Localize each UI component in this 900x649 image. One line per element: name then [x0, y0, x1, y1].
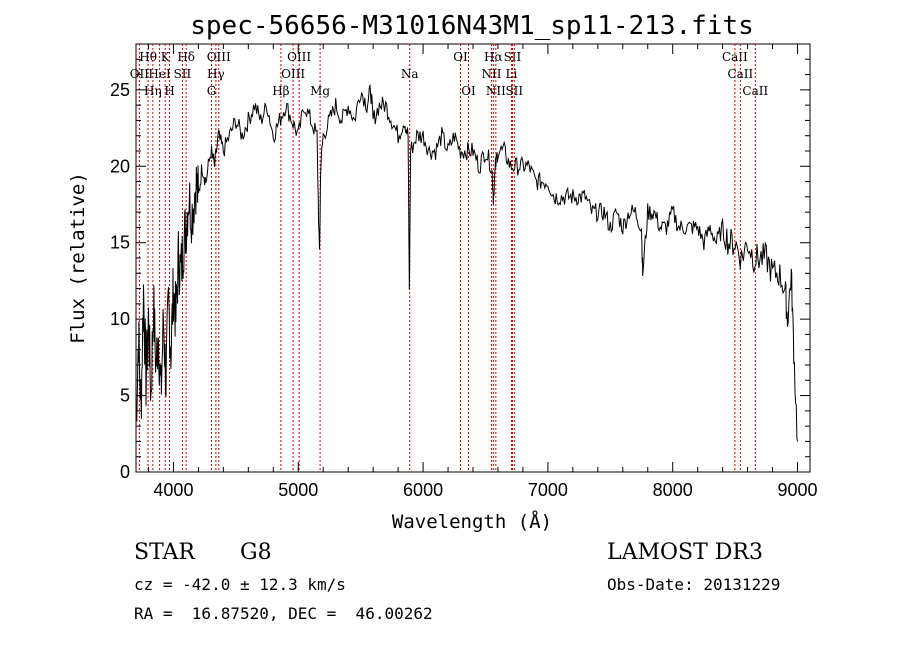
- y-tick-label: 5: [120, 386, 130, 406]
- spectral-line-label: Li: [506, 67, 518, 81]
- redshift-text: cz = -42.0 ± 12.3 km/s: [134, 575, 346, 594]
- y-tick-label: 15: [110, 233, 130, 253]
- spectral-line-label: Hα: [484, 50, 503, 64]
- spectral-line-label: G: [207, 84, 217, 98]
- spectral-line-label: Hη: [144, 84, 162, 98]
- spectral-line-label: NII: [486, 84, 506, 98]
- plot-frame: [135, 43, 811, 473]
- spectral-line-label: NII: [481, 67, 501, 81]
- spectral-line-label: OI: [453, 50, 468, 64]
- object-class: STAR: [134, 540, 195, 565]
- x-axis-label: Wavelength (Å): [392, 510, 552, 533]
- y-tick-label: 20: [110, 156, 130, 176]
- spectral-line-label: H: [164, 84, 174, 98]
- spectral-line-label: K: [161, 50, 171, 64]
- spectral-line-label: CaII: [727, 67, 753, 81]
- spectral-line-label: Na: [401, 67, 419, 81]
- spectral-line-label: SII: [504, 50, 522, 64]
- spectral-line-label: CaII: [722, 50, 748, 64]
- y-tick-label: 25: [110, 80, 130, 100]
- spectral-line-label: Mg: [310, 84, 330, 98]
- x-tick-label: 8000: [653, 480, 693, 500]
- coordinates: RA = 16.87520, DEC = 46.00262: [134, 604, 433, 623]
- spectral-line-label: OII: [130, 67, 150, 81]
- survey-name: LAMOST DR3: [607, 540, 763, 565]
- x-tick-label: 5000: [278, 480, 318, 500]
- x-axis-ticks: 4000 5000 6000 7000 8000 9000: [147, 44, 818, 500]
- y-axis-label: Flux (relative): [67, 172, 89, 344]
- obs-date: Obs-Date: 20131229: [607, 575, 781, 594]
- chart-title: spec-56656-M31016N43M1_sp11-213.fits: [190, 11, 754, 41]
- x-tick-label: 4000: [153, 480, 193, 500]
- spectral-line-label: OIII: [287, 50, 311, 64]
- spectral-line-label: SII: [505, 84, 523, 98]
- object-subclass: G8: [240, 540, 272, 565]
- x-tick-label: 7000: [528, 480, 568, 500]
- spectral-line-label: Hθ: [139, 50, 157, 64]
- x-tick-label: 9000: [777, 480, 817, 500]
- y-tick-label: 10: [110, 309, 130, 329]
- spectral-line-label: OI: [461, 84, 476, 98]
- spectral-line-label: SII: [174, 67, 192, 81]
- spectral-lines: HθOIIHηHeIKHSIIHδGHγOIIIHβOIIIOIIIMgNaOI…: [130, 44, 768, 472]
- y-tick-label: 0: [120, 462, 130, 482]
- spectral-line-label: OIII: [207, 50, 231, 64]
- spectral-line-label: Hγ: [207, 67, 225, 81]
- spectral-line-label: CaII: [742, 84, 768, 98]
- spectral-line-label: Hβ: [272, 84, 289, 98]
- spectral-line-label: Hδ: [177, 50, 195, 64]
- spectral-line-label: HeI: [148, 67, 171, 81]
- spectral-line-label: OIII: [281, 67, 305, 81]
- y-axis-ticks: 0 5 10 15 20 25: [110, 58, 810, 482]
- spectrum-series-line: [135, 83, 798, 442]
- x-tick-label: 6000: [403, 480, 443, 500]
